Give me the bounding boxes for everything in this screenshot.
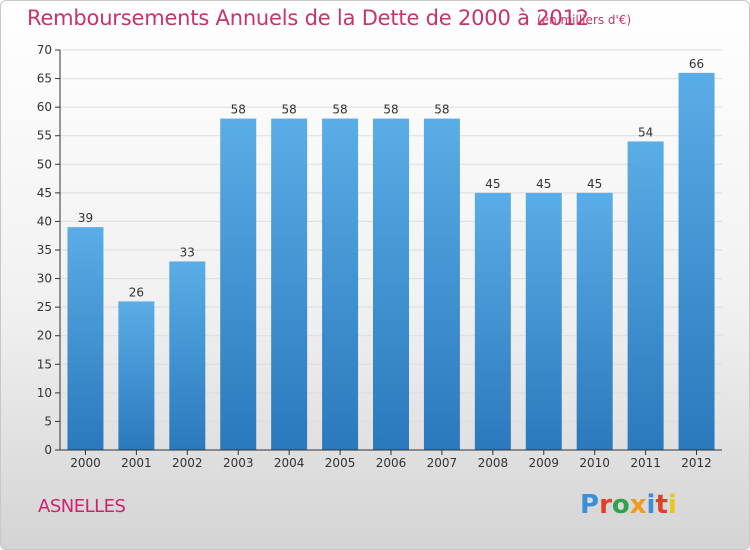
y-tick-label: 55 [37, 129, 52, 143]
x-tick-label: 2006 [376, 456, 407, 470]
y-tick-label: 30 [37, 272, 52, 286]
bar [220, 118, 257, 451]
chart-unit: (en milliers d'€) [537, 13, 632, 27]
x-tick-label: 2007 [427, 456, 458, 470]
x-tick-label: 2009 [528, 456, 559, 470]
logo-letter: t [655, 490, 668, 520]
bar [373, 118, 409, 451]
bar [271, 118, 308, 451]
x-tick-label: 2003 [223, 456, 254, 470]
data-label: 45 [536, 177, 551, 191]
y-tick-label: 20 [37, 329, 52, 343]
y-tick-label: 0 [44, 443, 52, 457]
y-tick-label: 70 [37, 43, 52, 57]
data-label: 45 [485, 177, 500, 191]
commune-name: ASNELLES [38, 496, 126, 517]
bar [118, 301, 155, 450]
data-label: 58 [434, 103, 449, 117]
x-tick-label: 2002 [172, 456, 203, 470]
bar [627, 141, 664, 450]
chart-title: Remboursements Annuels de la Dette de 20… [27, 6, 589, 30]
labels: 0 5 10 15 20 25 30 35 40 45 50 55 60 65 70 39 2000 26 2001… [37, 43, 712, 470]
data-label: 66 [689, 57, 704, 71]
y-tick-label: 35 [37, 243, 52, 257]
bar [423, 118, 460, 451]
bar [525, 192, 562, 450]
bar [67, 227, 104, 450]
x-tick-label: 2000 [70, 456, 101, 470]
data-label: 39 [78, 211, 93, 225]
data-label: 33 [180, 245, 195, 259]
data-label: 54 [638, 125, 653, 139]
y-tick-label: 50 [37, 157, 52, 171]
bars [67, 72, 715, 451]
y-tick-label: 25 [37, 300, 52, 314]
x-tick-label: 2011 [630, 456, 661, 470]
data-label: 58 [332, 103, 347, 117]
y-tick-label: 5 [44, 414, 52, 428]
bar [474, 192, 511, 450]
x-tick-label: 2008 [478, 456, 509, 470]
x-tick-label: 2001 [121, 456, 152, 470]
axes [55, 49, 722, 455]
logo-letter: i [646, 490, 656, 520]
bar [169, 261, 206, 450]
data-label: 58 [383, 103, 398, 117]
bar [576, 192, 613, 450]
x-tick-label: 2004 [274, 456, 305, 470]
logo-letter: x [629, 490, 647, 520]
data-label: 58 [282, 103, 297, 117]
x-tick-label: 2012 [681, 456, 712, 470]
x-tick-label: 2005 [325, 456, 356, 470]
y-tick-label: 15 [37, 357, 52, 371]
data-label: 58 [231, 103, 246, 117]
y-tick-label: 60 [37, 100, 52, 114]
y-tick-label: 10 [37, 386, 52, 400]
y-tick-label: 40 [37, 214, 52, 228]
logo-letter: r [599, 490, 612, 520]
bar [322, 118, 359, 451]
logo-letter: i [667, 490, 677, 520]
y-tick-label: 65 [37, 72, 52, 86]
y-tick-label: 45 [37, 186, 52, 200]
data-label: 45 [587, 177, 602, 191]
proxiti-logo: Proxiti [580, 490, 677, 520]
bar [678, 72, 715, 450]
x-tick-label: 2010 [579, 456, 610, 470]
logo-letter: o [611, 490, 630, 520]
logo-letter: P [580, 490, 600, 520]
data-label: 26 [129, 285, 144, 299]
